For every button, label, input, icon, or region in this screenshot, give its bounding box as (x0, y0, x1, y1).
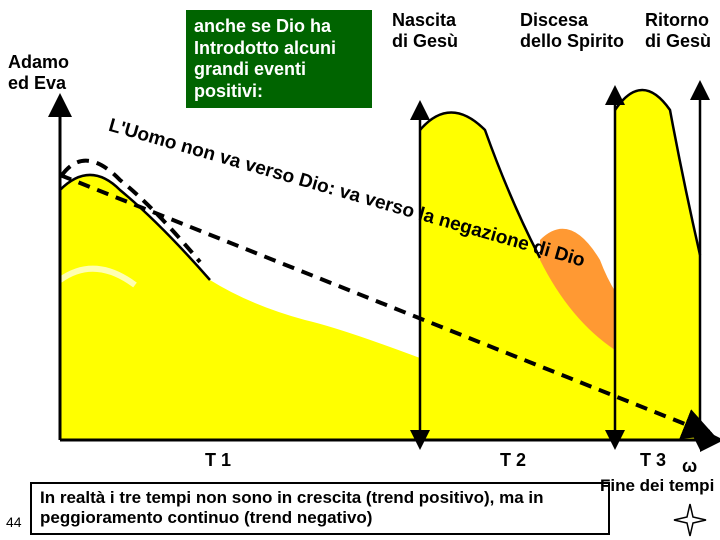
bottom-caption-box: In realtà i tre tempi non sono in cresci… (30, 482, 610, 535)
diagram-stage: Adamo ed Eva anche se Dio ha Introdotto … (0, 0, 720, 540)
tick-t2: T 2 (500, 450, 526, 471)
slide-number: 44 (6, 514, 22, 530)
yellow-region-3 (615, 90, 700, 440)
label-discesa: Discesa dello Spirito (520, 10, 624, 51)
star-icon (674, 504, 706, 536)
yellow-region (60, 175, 420, 440)
label-fine: Fine dei tempi (600, 476, 714, 496)
label-nascita: Nascita di Gesù (392, 10, 458, 51)
label-omega: ω (682, 456, 697, 477)
tick-t3: T 3 (640, 450, 666, 471)
label-adamo-eva: Adamo ed Eva (8, 52, 69, 93)
tick-t1: T 1 (205, 450, 231, 471)
axis-label-t: t (706, 426, 712, 447)
label-ritorno: Ritorno di Gesù (645, 10, 711, 51)
green-callout: anche se Dio ha Introdotto alcuni grandi… (186, 10, 372, 108)
